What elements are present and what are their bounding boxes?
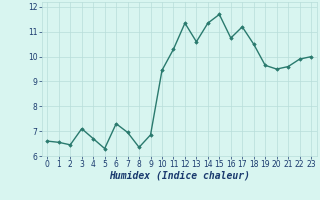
X-axis label: Humidex (Indice chaleur): Humidex (Indice chaleur) (109, 171, 250, 181)
